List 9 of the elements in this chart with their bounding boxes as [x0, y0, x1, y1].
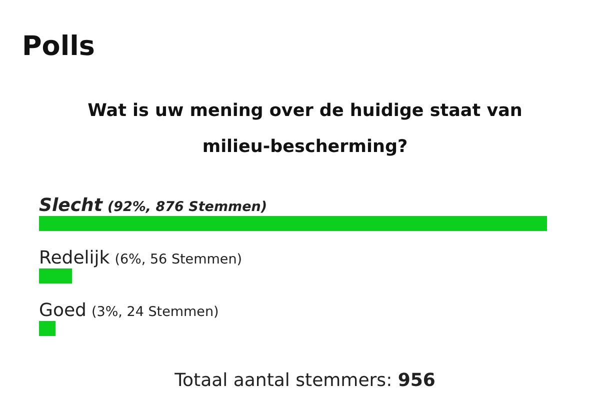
data-label: (6%, 56 Stemmen)	[114, 252, 242, 268]
y-tick-label: Redelijk	[39, 248, 110, 268]
data-label: (3%, 24 Stemmen)	[91, 304, 219, 320]
y-tick-label: Slecht	[39, 195, 104, 216]
data-label: (92%, 876 Stemmen)	[107, 199, 268, 215]
chart-subtitle: Wat is uw mening over de huidige staat van milieu-bescherming?	[88, 101, 522, 157]
chart-title: Polls	[22, 31, 95, 62]
y-tick-label: Goed	[39, 300, 86, 321]
text: Totaal aantal stemmers: 956	[174, 370, 436, 391]
